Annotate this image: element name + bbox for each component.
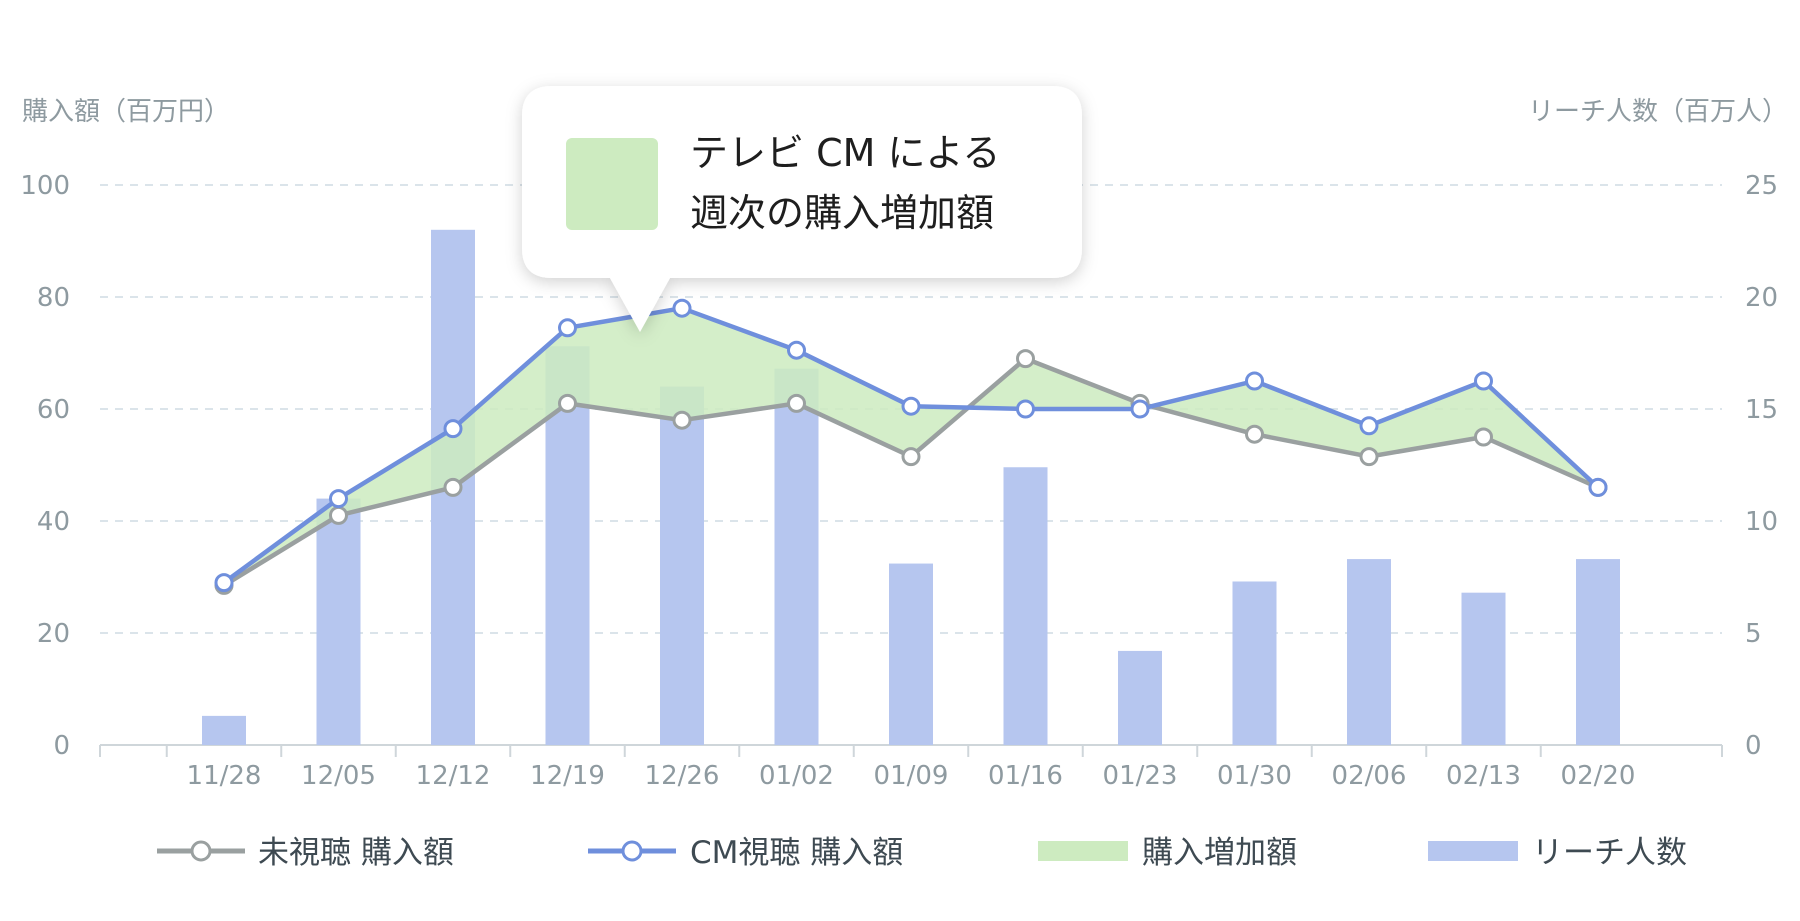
right-tick-5: 25 [1745,171,1778,201]
right-tick-0: 0 [1745,731,1762,761]
bar-5 [774,368,819,745]
point-viewed-12 [1588,477,1608,497]
left-axis-ticks: 0 20 40 60 80 100 [20,171,70,761]
bar-7 [1003,467,1048,745]
legend-marker-viewed [621,840,643,862]
tooltip-box [522,86,1082,332]
point-viewed-2 [443,419,463,439]
point-viewed-3 [558,318,577,338]
left-axis-title: 購入額（百万円） [22,97,230,127]
point-viewed-7 [1016,399,1035,419]
legend-label-reach: リーチ人数 [1532,835,1687,871]
bar-10 [1347,559,1391,745]
left-tick-5: 100 [20,171,70,201]
bar-1 [316,498,361,745]
legend-label-viewed: CM視聴 購入額 [690,835,903,871]
tooltip-line-1: テレビ CM による [690,131,1000,175]
tooltip [522,86,1082,332]
point-unviewed-4 [672,410,692,430]
bar-9 [1232,581,1277,745]
bar-0 [202,715,246,745]
x-tick-4: 12/26 [645,761,720,791]
legend-item-reach: リーチ人数 [1428,835,1687,871]
point-unviewed-3 [558,393,577,413]
bar-12 [1576,559,1620,745]
point-unviewed-10 [1359,447,1379,467]
x-tick-9: 01/30 [1217,761,1292,791]
x-tick-12: 02/20 [1561,761,1636,791]
x-tick-2: 12/12 [416,761,491,791]
legend-item-unviewed: 未視聴 購入額 [157,835,454,871]
legend-swatch-increase [1038,841,1128,861]
point-viewed-4 [672,298,692,318]
legend-item-increase: 購入増加額 [1038,835,1297,871]
x-tick-7: 01/16 [988,761,1063,791]
point-unviewed-11 [1474,427,1493,447]
bar-11 [1461,592,1506,745]
right-axis-ticks: 0 5 10 15 20 25 [1745,171,1778,761]
x-tick-5: 01/02 [759,761,834,791]
point-unviewed-6 [901,447,921,467]
point-unviewed-5 [787,393,806,413]
point-viewed-9 [1245,371,1264,391]
x-tick-10: 02/06 [1332,761,1407,791]
point-viewed-1 [329,489,348,509]
right-tick-4: 20 [1745,283,1778,313]
point-viewed-10 [1359,416,1379,436]
right-axis-title: リーチ人数（百万人） [1528,97,1788,127]
x-tick-3: 12/19 [530,761,605,791]
point-unviewed-1 [329,505,348,525]
legend-item-viewed: CM視聴 購入額 [588,835,903,871]
x-tick-6: 01/09 [874,761,949,791]
left-tick-4: 80 [37,283,70,313]
tooltip-line-2: 週次の購入増加額 [690,191,994,235]
legend-label-unviewed: 未視聴 購入額 [258,835,454,871]
point-viewed-11 [1474,371,1493,391]
point-unviewed-9 [1245,424,1264,444]
bar-6 [889,563,933,745]
legend: 未視聴 購入額 CM視聴 購入額 購入増加額 リーチ人数 [157,835,1687,871]
x-tick-0: 11/28 [187,761,262,791]
right-tick-3: 15 [1745,395,1778,425]
legend-label-increase: 購入増加額 [1142,835,1297,871]
left-tick-0: 0 [53,731,70,761]
tooltip-swatch [566,138,658,230]
x-tick-1: 12/05 [301,761,376,791]
point-viewed-0 [214,573,234,593]
x-tick-8: 01/23 [1103,761,1178,791]
point-viewed-5 [787,340,806,360]
point-viewed-6 [901,396,921,416]
right-tick-1: 5 [1745,619,1762,649]
increase-area [224,308,1598,586]
point-unviewed-2 [443,477,463,497]
points [214,298,1608,595]
point-unviewed-7 [1016,349,1035,369]
point-viewed-8 [1130,399,1150,419]
bar-8 [1118,650,1162,745]
right-tick-2: 10 [1745,507,1778,537]
left-tick-2: 40 [37,507,70,537]
legend-swatch-reach [1428,841,1518,861]
left-tick-3: 60 [37,395,70,425]
x-tick-11: 02/13 [1446,761,1521,791]
bar-4 [660,386,704,745]
legend-marker-unviewed [190,840,212,862]
left-tick-1: 20 [37,619,70,649]
x-axis: 11/28 12/05 12/12 12/19 12/26 01/02 01/09 01/16… [99,744,1723,791]
increase-area-fill [224,308,1598,586]
